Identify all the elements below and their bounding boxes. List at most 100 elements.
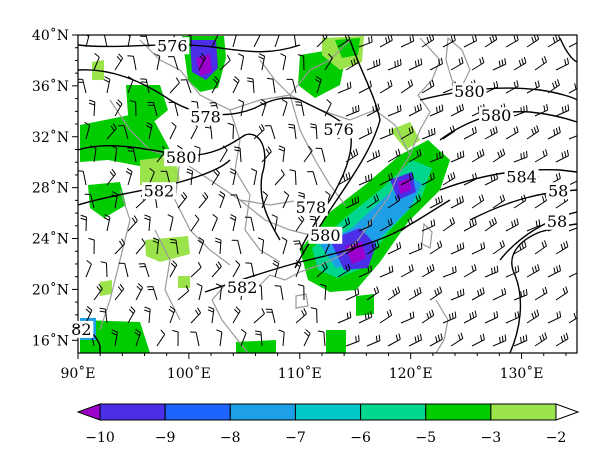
colorbar-tick-label: −2 [546,430,567,446]
wind-barb [125,168,133,186]
wind-barb [442,35,456,48]
wind-barbs [78,35,577,347]
philippines-coast [435,299,449,353]
wind-barb [127,306,136,324]
wind-barb [229,168,237,186]
wind-barb [442,266,457,278]
wind-barb [168,101,179,117]
wind-barb [568,227,577,232]
wind-barb [505,311,520,324]
wind-barb [471,287,485,301]
wind-barb [232,35,237,48]
wind-barb [492,58,507,71]
shade-blob-south-3 [236,340,276,353]
wind-barb [240,329,247,347]
wind-barb [261,146,272,163]
wind-barb [534,332,548,347]
colorbar: −10 −9 −8 −7 −6 −5 −3 −2 [76,403,580,446]
wind-barb [400,172,414,186]
wind-barb [337,311,352,324]
wind-barb [114,53,124,71]
wind-barb [127,55,137,71]
contour-582-south [204,199,451,293]
colorbar-swatch [164,403,231,421]
wind-barb [289,169,297,186]
wind-barb [234,146,242,163]
wind-barb [135,283,144,301]
wind-barb [345,240,359,255]
province-5 [174,159,231,266]
wind-barb [555,332,569,347]
wind-barb [288,123,297,140]
wind-barb [358,219,373,232]
wind-barb [337,263,351,278]
wind-barb [526,264,540,278]
contour-label: 82 [71,320,91,339]
wind-barb [297,284,305,301]
wind-barb [387,194,401,209]
wind-barb [471,242,486,255]
wind-barb [211,168,220,186]
wind-barb [169,260,178,278]
wind-barb [513,151,528,163]
wind-barb [190,261,202,278]
wind-barb [295,308,307,324]
wind-barb [513,194,527,209]
y-tick-label: 16˚N [32,332,69,349]
wind-barb [492,240,505,255]
wind-barb [232,76,240,94]
wind-barb [219,145,228,163]
wind-barb [138,263,150,278]
wind-barb [237,53,245,71]
wind-barb [534,286,548,301]
wind-barb [88,99,96,117]
wind-barb [513,105,528,117]
wind-barb [358,311,373,324]
wind-barb [278,329,285,347]
wind-barb [379,127,394,140]
wind-barb [534,104,549,117]
wind-barb [114,238,126,255]
wind-barb [534,56,547,71]
wind-barb [463,264,477,278]
wind-barb [568,180,577,186]
wind-barb [231,239,242,255]
wind-barb [219,54,231,71]
contour-label-bg [321,121,356,139]
contour-580-west [78,133,281,241]
wind-barb [450,57,464,71]
wind-barb [177,285,190,301]
wind-barb [274,285,284,301]
contour-label-bg [225,278,260,296]
wind-barb [103,76,111,94]
wind-barb [442,217,455,232]
wind-barb [251,168,258,186]
wind-barb [450,332,464,347]
wind-barb [144,214,151,232]
wind-barb [484,172,499,186]
wind-barb [547,311,562,324]
wind-barb [568,311,577,324]
wind-barb [85,35,90,48]
wind-barb [196,283,203,301]
colorbar-swatch [294,403,362,421]
wind-barb [429,57,443,71]
wind-barb [421,79,435,94]
shade-blob-south-2 [326,330,346,353]
shade-blob-north-center [196,54,212,76]
y-tick-label: 28˚N [32,180,69,197]
wind-barb [366,103,380,117]
colorbar-swatch [425,403,492,421]
wind-barb [421,172,435,186]
wind-barb [387,58,402,71]
colorbar-swatch [490,403,557,421]
wind-barb [568,135,577,140]
wind-barb [463,310,477,324]
wind-barb [103,214,111,232]
wind-barb [337,172,351,186]
wind-barb [450,242,465,255]
wind-barb [211,35,219,48]
wind-barb [555,57,570,71]
map-plot-area [78,35,577,353]
wind-barb [198,192,209,209]
